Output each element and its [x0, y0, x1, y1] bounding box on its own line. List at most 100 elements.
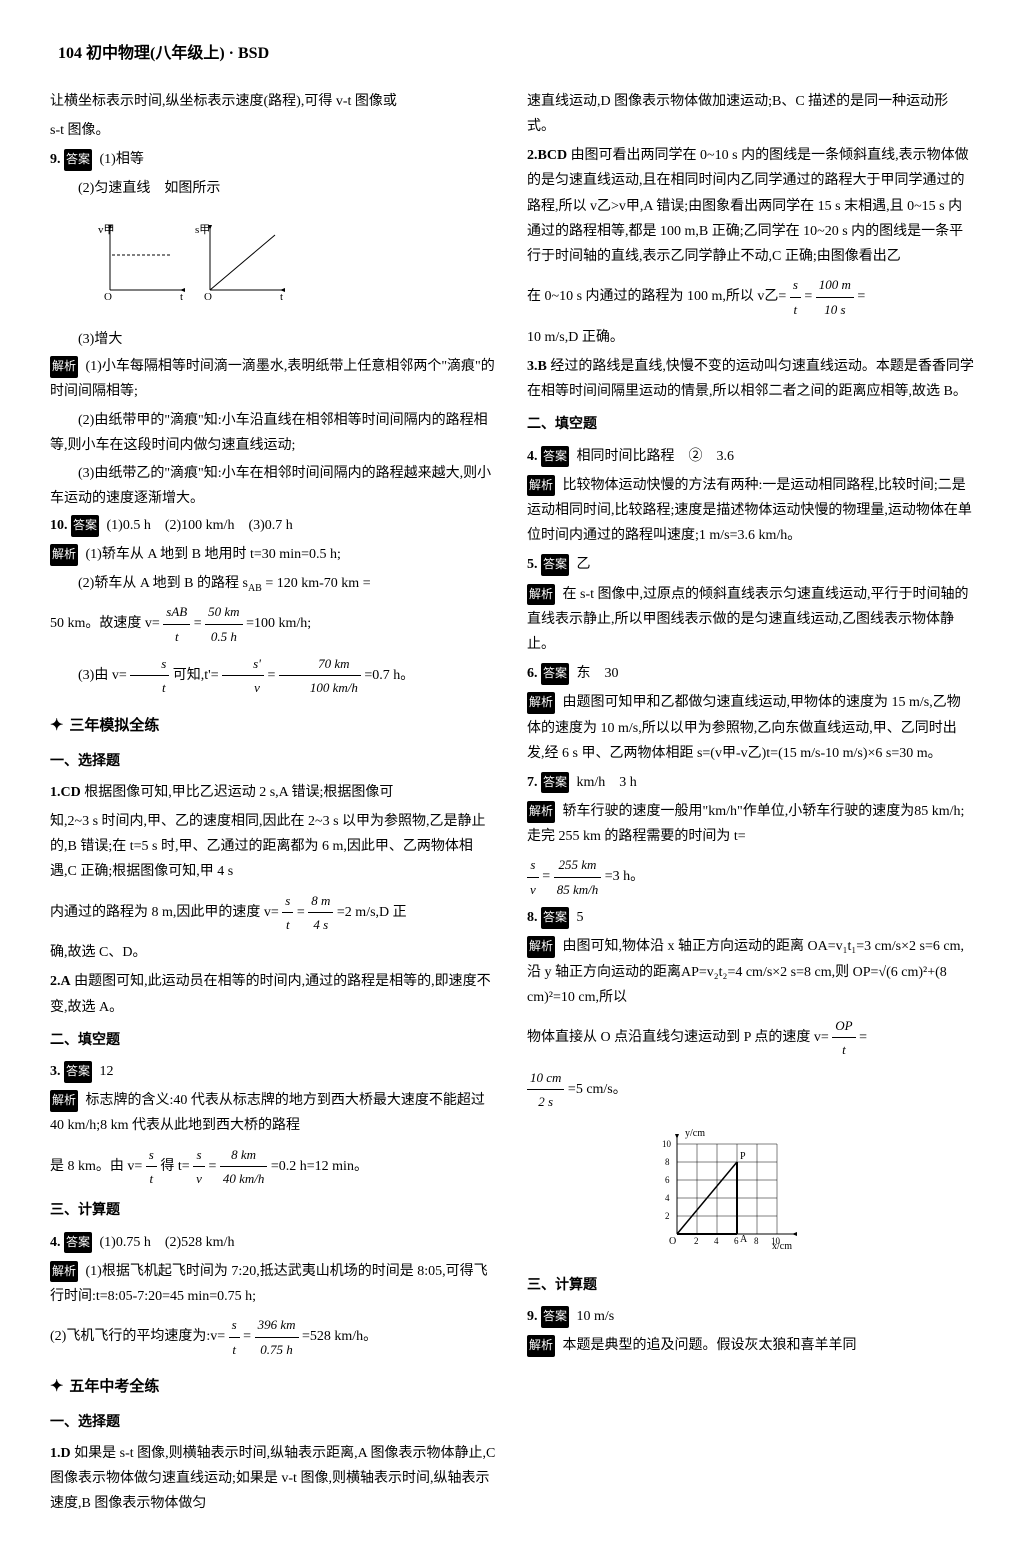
- rq2-t2d1: t: [790, 298, 801, 321]
- svg-text:10: 10: [771, 1236, 781, 1246]
- page-header: 104 初中物理(八年级上) · BSD: [50, 40, 974, 69]
- rq2-t2c: =: [857, 289, 865, 304]
- q3-t2d: =0.2 h=12 min。: [271, 1159, 368, 1174]
- rq9-text: 本题是典型的追及问题。假设灰太狼和喜羊羊同: [563, 1338, 857, 1353]
- rq4-analysis-label: 解析: [527, 475, 555, 497]
- q4-t2b: =: [243, 1329, 251, 1344]
- q1-t3c: =2 m/s,D 正: [337, 905, 407, 920]
- q10-analysis: 解析 (1)轿车从 A 地到 B 地用时 t=30 min=0.5 h;: [50, 542, 497, 567]
- q3-t2n2: s: [193, 1143, 205, 1167]
- q10-l2a: (2)轿车从 A 地到 B 的路程 s: [78, 576, 248, 591]
- q10-l2sub: AB: [248, 583, 262, 594]
- q3-t2: 是 8 km。由 v= st 得 t= sv = 8 km40 km/h =0.…: [50, 1143, 497, 1191]
- content-columns: 让横坐标表示时间,纵坐标表示速度(路程),可得 v-t 图像或 s-t 图像。 …: [50, 89, 974, 1521]
- q4-answer-label: 答案: [64, 1232, 92, 1254]
- q4-t2d2: 0.75 h: [255, 1338, 299, 1361]
- q10-l3c: =100 km/h;: [246, 616, 311, 631]
- q9-a3: (3)由纸带乙的"滴痕"知:小车在相邻时间间隔内的路程越来越大,则小车运动的速度…: [50, 461, 497, 511]
- svg-text:O: O: [669, 1236, 676, 1247]
- q1b-label: 1.D: [50, 1446, 71, 1461]
- q10-l4d: =0.7 h。: [364, 668, 414, 683]
- rq7-t1: 轿车行驶的速度一般用"km/h"作单位,小轿车行驶的速度为85 km/h;走完 …: [527, 804, 964, 844]
- rq4: 4. 答案 相同时间比路程 ② 3.6: [527, 444, 974, 469]
- rq2-t2d2: 10 s: [816, 298, 854, 321]
- rq7-label: 7.: [527, 775, 538, 790]
- rq6: 6. 答案 东 30: [527, 661, 974, 686]
- sub-fill: 二、填空题: [50, 1028, 497, 1053]
- q1-t3: 内通过的路程为 8 m,因此甲的速度 v= st = 8 m4 s =2 m/s…: [50, 889, 497, 937]
- rq6-label: 6.: [527, 666, 538, 681]
- rq4-label: 4.: [527, 449, 538, 464]
- q3-t2d1: t: [146, 1167, 157, 1190]
- q10-l1: (1)轿车从 A 地到 B 地用时 t=30 min=0.5 h;: [86, 547, 341, 562]
- rq8-analysis: 解析 由图可知,物体沿 x 轴正方向运动的距离 OA=v₁t₁=3 cm/s×2…: [527, 934, 974, 1010]
- q1-t1: 根据图像可知,甲比乙迟运动 2 s,A 错误;根据图像可: [84, 785, 393, 800]
- rq7-t2b: =3 h。: [605, 870, 644, 885]
- q3-t2c: =: [208, 1159, 216, 1174]
- svg-text:2: 2: [694, 1236, 699, 1246]
- right-column: 速直线运动,D 图像表示物体做加速运动;B、C 描述的是同一种运动形式。 2.B…: [527, 89, 974, 1521]
- q10-l3d2: 0.5 h: [205, 625, 242, 648]
- rq7-t2d2: 85 km/h: [554, 878, 602, 901]
- q4-t2a: (2)飞机飞行的平均速度为:v=: [50, 1329, 225, 1344]
- sub-calc: 三、计算题: [50, 1198, 497, 1223]
- rq8-t2a: 物体直接从 O 点沿直线匀速运动到 P 点的速度 v=: [527, 1030, 829, 1045]
- q10-l4d3: 100 km/h: [279, 676, 361, 699]
- q3-t2a: 是 8 km。由 v=: [50, 1159, 142, 1174]
- rq6-answer-label: 答案: [541, 663, 569, 685]
- rq2-label: 2.BCD: [527, 148, 567, 163]
- rq8-answer-label: 答案: [541, 907, 569, 929]
- rq5-analysis: 解析 在 s-t 图像中,过原点的倾斜直线表示匀速直线运动,平行于时间轴的直线表…: [527, 582, 974, 658]
- rq2-t2n2: 100 m: [816, 273, 854, 297]
- rq8: 8. 答案 5: [527, 905, 974, 930]
- rq9-answer-label: 答案: [541, 1306, 569, 1328]
- q1-t3d1: t: [282, 913, 293, 936]
- rq2-t1: 由图可看出两同学在 0~10 s 内的图线是一条倾斜直线,表示物体做的是匀速直线…: [527, 148, 969, 264]
- q4-t2n2: 396 km: [255, 1313, 299, 1337]
- q3-answer-label: 答案: [64, 1061, 92, 1083]
- rq8-t2n1: OP: [832, 1014, 855, 1038]
- q1-t3n2: 8 m: [308, 889, 333, 913]
- intro-line-2: s-t 图像。: [50, 118, 497, 143]
- rq7-answer-label: 答案: [541, 772, 569, 794]
- rq5-label: 5.: [527, 557, 538, 572]
- rq7-t2n1: s: [527, 853, 539, 877]
- q3-t2d3: 40 km/h: [220, 1167, 268, 1190]
- q10-label: 10.: [50, 518, 68, 533]
- cont-line: 速直线运动,D 图像表示物体做加速运动;B、C 描述的是同一种运动形式。: [527, 89, 974, 139]
- q10-l4: (3)由 v= st 可知,t'= s'v = 70 km100 km/h =0…: [50, 652, 497, 700]
- rq8-t2d1: t: [832, 1038, 855, 1061]
- svg-text:6: 6: [734, 1236, 739, 1246]
- q2: 2.A 由题图可知,此运动员在相等的时间内,通过的路程是相等的,即速度不变,故选…: [50, 969, 497, 1019]
- rq9-analysis-label: 解析: [527, 1335, 555, 1357]
- q3-t2n3: 8 km: [220, 1143, 268, 1167]
- rq8-graph-svg: y/cm x/cm O 108 64 2 24 68 10: [647, 1124, 807, 1254]
- rq7-t2d1: v: [527, 878, 539, 901]
- q10-l3n1: sAB: [163, 600, 190, 624]
- q10-l4n3: 70 km: [279, 652, 361, 676]
- rq7-t2: sv = 255 km85 km/h =3 h。: [527, 853, 974, 901]
- rq8-t3a: =5 cm/s。: [568, 1082, 627, 1097]
- q1: 1.CD 根据图像可知,甲比乙迟运动 2 s,A 错误;根据图像可: [50, 780, 497, 805]
- svg-text:8: 8: [665, 1157, 670, 1167]
- q10-l4n2: s': [222, 652, 264, 676]
- svg-text:v甲: v甲: [98, 224, 115, 236]
- rq4-answer-label: 答案: [541, 446, 569, 468]
- q9-ans1: (1)相等: [100, 152, 144, 167]
- q10-l2: (2)轿车从 A 地到 B 的路程 sAB = 120 km-70 km =: [50, 571, 497, 598]
- q3-analysis-label: 解析: [50, 1090, 78, 1112]
- q4-label: 4.: [50, 1235, 61, 1250]
- rq6-ans: 东 30: [577, 666, 619, 681]
- rq9: 9. 答案 10 m/s: [527, 1304, 974, 1329]
- rq7-analysis: 解析 轿车行驶的速度一般用"km/h"作单位,小轿车行驶的速度为85 km/h;…: [527, 799, 974, 849]
- rq8-t2b: =: [859, 1030, 867, 1045]
- section-5year: 五年中考全练: [50, 1373, 497, 1402]
- q3-t2b: 得 t=: [160, 1159, 189, 1174]
- q9-graph-svg: v甲 t O s甲 t O: [90, 210, 290, 310]
- rsub-fill: 二、填空题: [527, 412, 974, 437]
- q10-l4b: 可知,t'=: [173, 668, 219, 683]
- rq3-text: 经过的路线是直线,快慢不变的运动叫匀速直线运动。本题是香香同学在相等时间间隔里运…: [527, 359, 974, 399]
- page-title: 初中物理(八年级上) · BSD: [86, 45, 269, 62]
- q9-ans3: (3)增大: [50, 327, 497, 352]
- q9-analysis: 解析 (1)小车每隔相等时间滴一滴墨水,表明纸带上任意相邻两个"滴痕"的时间间隔…: [50, 354, 497, 404]
